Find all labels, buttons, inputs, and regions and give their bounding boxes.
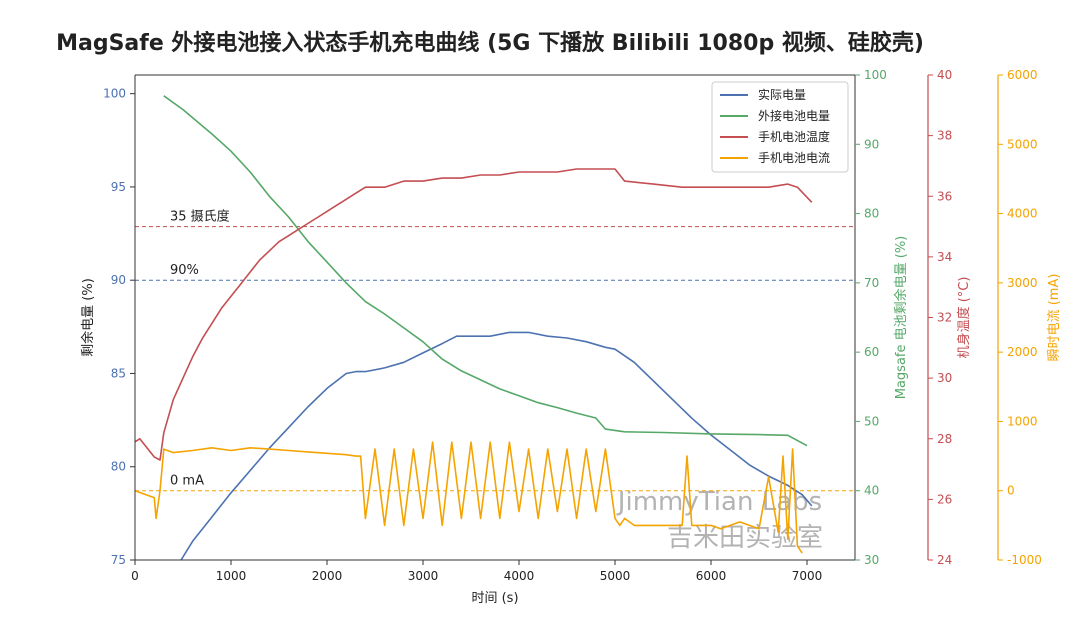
magsafe-axis-tick-label: 50 xyxy=(864,414,879,428)
x-tick-label: 2000 xyxy=(312,569,343,583)
magsafe-axis-tick-label: 30 xyxy=(864,553,879,567)
left-tick-label: 80 xyxy=(111,460,126,474)
temperature-axis-tick-label: 26 xyxy=(937,492,952,506)
temperature-axis-tick-label: 34 xyxy=(937,250,952,264)
x-tick-label: 5000 xyxy=(600,569,631,583)
current-axis-tick-label: 4000 xyxy=(1007,207,1038,221)
temperature-axis-tick-label: 30 xyxy=(937,371,952,385)
magsafe-axis-tick-label: 80 xyxy=(864,207,879,221)
left-tick-label: 100 xyxy=(103,87,126,101)
temperature-axis-tick-label: 40 xyxy=(937,68,952,82)
x-tick-label: 4000 xyxy=(504,569,535,583)
legend-box xyxy=(711,81,849,173)
magsafe-axis-tick-label: 90 xyxy=(864,137,879,151)
magsafe-axis-tick-label: 70 xyxy=(864,276,879,290)
x-tick-label: 1000 xyxy=(216,569,247,583)
temperature-axis-tick-label: 38 xyxy=(937,129,952,143)
temperature-axis-tick-label: 24 xyxy=(937,553,952,567)
current-axis-tick-label: 1000 xyxy=(1007,414,1038,428)
temperature-axis-tick-label: 28 xyxy=(937,432,952,446)
left-tick-label: 75 xyxy=(111,553,126,567)
chart-title: MagSafe 外接电池接入状态手机充电曲线 (5G 下播放 Bilibili … xyxy=(56,30,924,56)
current-axis-tick-label: 5000 xyxy=(1007,137,1038,151)
legend-label: 外接电池电量 xyxy=(758,108,830,123)
temperature-axis-tick-label: 32 xyxy=(937,311,952,325)
magsafe-axis-tick-label: 40 xyxy=(864,484,879,498)
current-axis-tick-label: 3000 xyxy=(1007,276,1038,290)
current-axis-tick-label: 0 xyxy=(1007,484,1015,498)
x-tick-label: 0 xyxy=(131,569,139,583)
legend-label: 实际电量 xyxy=(758,87,806,102)
magsafe-axis-tick-label: 60 xyxy=(864,345,879,359)
legend-label: 手机电池电流 xyxy=(758,151,830,165)
watermark: JimmyTian Labs 吉米田实验室 xyxy=(616,487,823,553)
x-axis-title: 时间 (s) xyxy=(471,591,518,606)
magsafe-axis-tick-label: 100 xyxy=(864,68,887,82)
temperature-axis-tick-label: 36 xyxy=(937,189,952,203)
left-tick-label: 95 xyxy=(111,180,126,194)
series-lines xyxy=(134,95,813,561)
series-line xyxy=(134,168,813,461)
series-line xyxy=(163,95,808,447)
magsafe-axis-title: Magsafe 电池剩余电量 (%) xyxy=(893,236,909,400)
current-axis-title: 瞬时电流 (mA) xyxy=(1047,274,1062,362)
watermark-line1: JimmyTian Labs xyxy=(616,487,822,517)
series-line xyxy=(180,331,813,561)
series-line xyxy=(134,441,803,554)
temperature-axis-title: 机身温度 (°C) xyxy=(956,277,972,359)
x-tick-label: 6000 xyxy=(696,569,727,583)
reference-line-label: 90% xyxy=(170,263,199,278)
x-tick-label: 7000 xyxy=(792,569,823,583)
legend-label: 手机电池温度 xyxy=(758,129,830,144)
reference-line-label: 35 摄氏度 xyxy=(170,209,230,225)
left-axis-title: 剩余电量 (%) xyxy=(80,278,96,357)
left-tick-label: 90 xyxy=(111,273,126,287)
left-tick-label: 85 xyxy=(111,366,126,380)
current-axis-tick-label: 6000 xyxy=(1007,68,1038,82)
x-tick-label: 3000 xyxy=(408,569,439,583)
reference-line-label: 0 mA xyxy=(170,474,204,489)
current-axis-tick-label: 2000 xyxy=(1007,345,1038,359)
reference-lines: 35 摄氏度 90% 0 mA xyxy=(135,209,855,492)
current-axis-tick-label: -1000 xyxy=(1007,553,1042,567)
